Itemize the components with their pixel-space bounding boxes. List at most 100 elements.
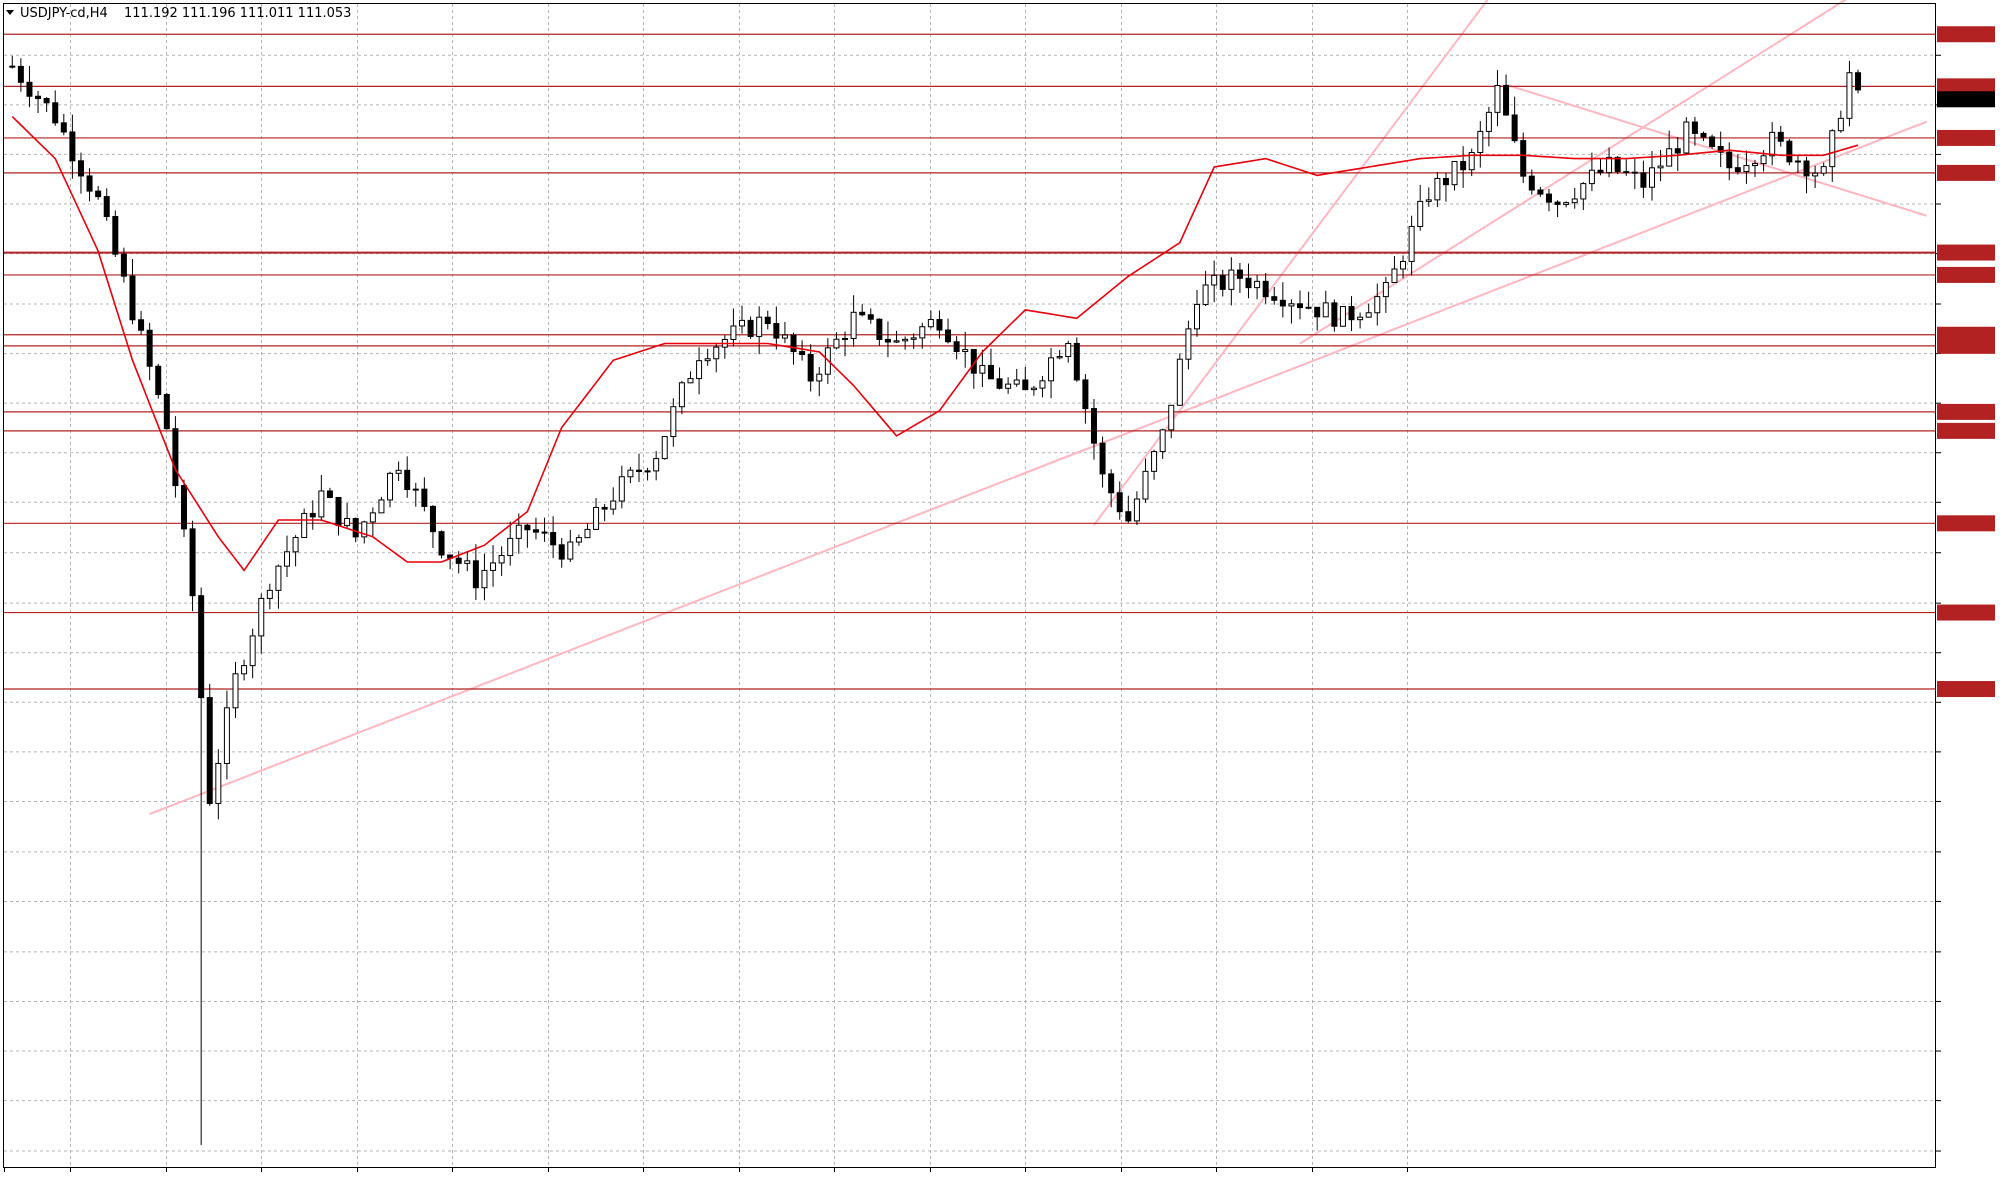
level-label-bg — [1937, 681, 1995, 698]
candle-body — [781, 334, 788, 339]
candle-body — [215, 762, 222, 804]
candle-body — [395, 469, 402, 474]
candle-body — [790, 334, 797, 353]
candle-body — [704, 358, 711, 362]
candle-body — [850, 311, 857, 339]
candle-body — [1554, 201, 1561, 205]
candle-body — [241, 665, 248, 675]
candle-body — [43, 98, 50, 104]
candle-body — [266, 589, 273, 599]
moving-average — [11, 116, 1859, 572]
candle-body — [1855, 72, 1862, 91]
level-label-bg — [1937, 604, 1995, 621]
candle-body — [69, 131, 76, 162]
candle-body — [103, 196, 110, 218]
candle-body — [258, 597, 265, 637]
candle-body — [1494, 85, 1501, 113]
candle-body — [455, 557, 462, 564]
candle-body — [1193, 303, 1200, 330]
level-label-bg — [1937, 266, 1995, 283]
candle-body — [1142, 470, 1149, 500]
candle-body — [223, 707, 230, 764]
candle-body — [206, 697, 213, 804]
candle-body — [1700, 132, 1707, 138]
candle-body — [1348, 306, 1355, 321]
candle-body — [232, 673, 239, 709]
grid — [4, 4, 1935, 1167]
candle-body — [1425, 199, 1432, 202]
candle-body — [26, 81, 33, 97]
candle-body — [1451, 160, 1458, 186]
candle-body — [730, 325, 737, 340]
candle-body — [1571, 198, 1578, 204]
candle-body — [1271, 296, 1278, 301]
plot-frame — [3, 3, 1936, 1168]
candle-body — [661, 436, 668, 460]
candle-body — [138, 319, 145, 331]
candle-body — [429, 505, 436, 533]
candle-body — [172, 428, 179, 487]
candle-body — [1391, 268, 1398, 283]
candle-body — [1580, 183, 1587, 200]
candle-body — [1666, 148, 1673, 167]
candle-body — [1777, 131, 1784, 142]
candle-body — [618, 476, 625, 502]
candle-body — [747, 319, 754, 337]
candle-body — [842, 337, 849, 340]
candle-body — [1365, 312, 1372, 318]
candle-body — [344, 517, 351, 527]
candle-body — [387, 472, 394, 501]
candle-body — [936, 319, 943, 331]
candle-body — [1288, 303, 1295, 307]
candle-body — [593, 506, 600, 530]
candle-body — [713, 346, 720, 360]
candle-body — [1752, 163, 1759, 167]
candle-body — [696, 360, 703, 380]
level-label-bg — [1937, 422, 1995, 439]
candle-body — [481, 569, 488, 589]
candle-body — [1786, 140, 1793, 163]
level-label-bg — [1937, 164, 1995, 181]
candle-body — [670, 406, 677, 438]
candle-body — [876, 318, 883, 340]
candle-body — [112, 216, 119, 255]
candle-body — [962, 349, 969, 352]
candle-body — [816, 373, 823, 382]
candle-body — [1623, 171, 1630, 174]
candle-body — [472, 560, 479, 589]
candle-body — [1846, 72, 1853, 119]
candle-body — [77, 160, 84, 177]
candle-body — [1400, 260, 1407, 270]
candle-body — [1683, 121, 1690, 154]
level-label-bg — [1937, 403, 1995, 420]
candle-body — [1099, 442, 1106, 475]
candle-body — [60, 122, 67, 133]
candle-body — [1520, 140, 1527, 177]
candle-body — [490, 562, 497, 571]
candle-body — [1503, 85, 1510, 116]
candle-body — [524, 524, 531, 531]
candle-body — [1374, 296, 1381, 314]
candles — [9, 55, 1862, 1146]
candle-body — [807, 353, 814, 382]
candle-body — [644, 470, 651, 473]
candle-body — [601, 506, 608, 510]
candle-body — [1820, 166, 1827, 174]
candle-body — [515, 524, 522, 539]
candle-body — [1245, 277, 1252, 289]
dropdown-triangle-icon[interactable] — [6, 10, 14, 15]
candle-body — [352, 517, 359, 538]
candle-body — [35, 95, 42, 100]
candle-body — [1511, 114, 1518, 142]
candle-body — [1339, 306, 1346, 327]
candle-body — [1056, 356, 1063, 359]
candle-body — [17, 65, 24, 83]
candle-body — [1159, 429, 1166, 453]
level-label-bg — [1937, 78, 1995, 95]
candle-body — [1760, 155, 1767, 165]
candle-body — [1185, 328, 1192, 360]
candle-body — [799, 351, 806, 355]
candle-body — [1090, 408, 1097, 444]
